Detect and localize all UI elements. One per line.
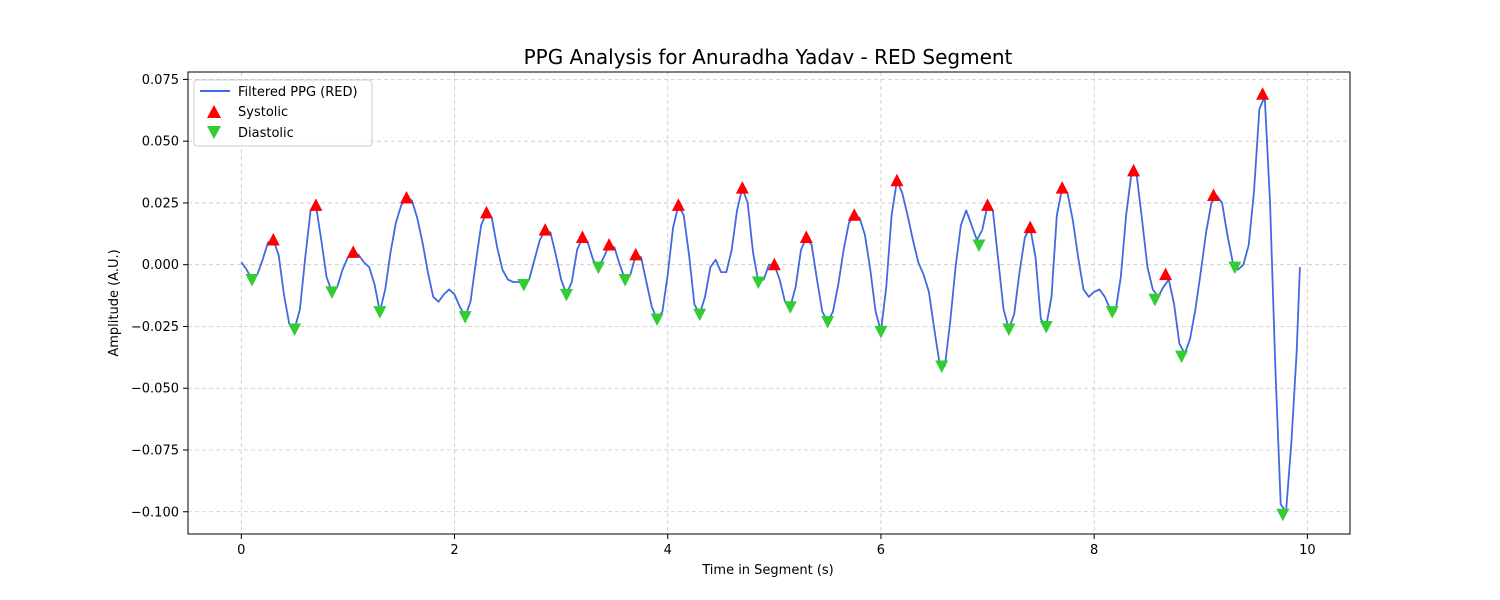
diastolic-marker <box>591 261 605 275</box>
diastolic-marker <box>458 311 472 324</box>
x-tick-label: 0 <box>237 543 245 558</box>
chart-title: PPG Analysis for Anuradha Yadav - RED Se… <box>524 45 1013 69</box>
systolic-marker <box>346 245 360 258</box>
systolic-marker <box>735 181 749 194</box>
systolic-marker <box>799 230 813 244</box>
y-tick-label: 0.075 <box>142 73 179 88</box>
y-tick-label: −0.100 <box>131 505 179 520</box>
legend-entry-systolic: Systolic <box>238 105 288 120</box>
diastolic-marker <box>783 301 797 314</box>
systolic-marker <box>671 198 685 211</box>
diastolic-marker <box>693 308 707 322</box>
legend-entry-diastolic: Diastolic <box>238 126 294 141</box>
systolic-marker <box>1159 267 1173 281</box>
systolic-marker <box>538 223 552 236</box>
x-tick-label: 6 <box>877 543 885 558</box>
y-tick-label: −0.075 <box>131 444 179 459</box>
systolic-marker <box>602 237 616 251</box>
systolic-marker <box>1023 220 1037 234</box>
x-axis-ticks: 0 2 4 6 8 10 <box>237 534 1316 558</box>
x-axis-label: Time in Segment (s) <box>701 563 833 578</box>
legend: Filtered PPG (RED) Systolic Diastolic <box>193 79 373 147</box>
systolic-marker <box>575 230 589 244</box>
diastolic-marker <box>1175 350 1189 364</box>
diastolic-marker <box>935 360 949 373</box>
legend-box <box>193 79 373 147</box>
y-tick-label: −0.050 <box>131 382 179 397</box>
y-tick-label: 0.050 <box>142 135 179 150</box>
legend-entry-filtered: Filtered PPG (RED) <box>238 85 358 100</box>
systolic-marker <box>767 257 781 271</box>
systolic-marker <box>1256 87 1270 100</box>
diastolic-marker <box>618 274 632 287</box>
y-tick-label: −0.025 <box>131 320 179 335</box>
diastolic-marker <box>559 288 573 302</box>
x-tick-label: 8 <box>1090 543 1098 558</box>
diastolic-marker <box>288 323 302 336</box>
legend-systolic-swatch <box>207 105 221 118</box>
y-axis-label: Amplitude (A.U.) <box>107 249 122 356</box>
systolic-marker <box>400 191 414 204</box>
y-tick-label: 0.000 <box>142 258 179 273</box>
diastolic-marker <box>972 239 986 252</box>
ppg-line-series <box>240 95 1301 513</box>
diastolic-marker <box>650 313 664 327</box>
peak-markers <box>245 87 1290 522</box>
systolic-marker <box>890 173 904 187</box>
diastolic-marker <box>373 306 387 319</box>
systolic-marker <box>266 233 280 246</box>
systolic-marker <box>479 205 493 219</box>
diastolic-marker <box>1002 323 1016 336</box>
diastolic-marker <box>517 278 531 292</box>
diastolic-marker <box>1105 306 1119 319</box>
systolic-marker <box>629 247 643 261</box>
systolic-marker <box>1127 163 1141 177</box>
diastolic-marker <box>1276 508 1290 522</box>
systolic-marker <box>847 208 861 221</box>
x-tick-label: 10 <box>1299 543 1316 558</box>
diastolic-marker <box>1228 261 1242 275</box>
systolic-marker <box>1055 181 1069 194</box>
systolic-marker <box>309 198 323 211</box>
diastolic-marker <box>1148 293 1162 307</box>
y-axis-ticks: −0.100 −0.075 −0.050 −0.025 0.000 0.025 0.050 0… <box>131 73 188 520</box>
diastolic-marker <box>245 274 259 287</box>
diastolic-marker <box>751 276 765 289</box>
y-tick-label: 0.025 <box>142 196 179 211</box>
diastolic-marker <box>874 325 888 339</box>
diastolic-marker <box>1039 320 1053 334</box>
x-tick-label: 4 <box>664 543 672 558</box>
systolic-marker <box>981 198 995 211</box>
diastolic-marker <box>325 286 339 299</box>
legend-diastolic-swatch <box>207 126 221 139</box>
ppg-signal-line <box>240 95 1301 513</box>
plot-frame <box>187 71 1351 535</box>
systolic-marker <box>1207 188 1221 202</box>
x-tick-label: 2 <box>450 543 458 558</box>
diastolic-marker <box>821 316 835 329</box>
